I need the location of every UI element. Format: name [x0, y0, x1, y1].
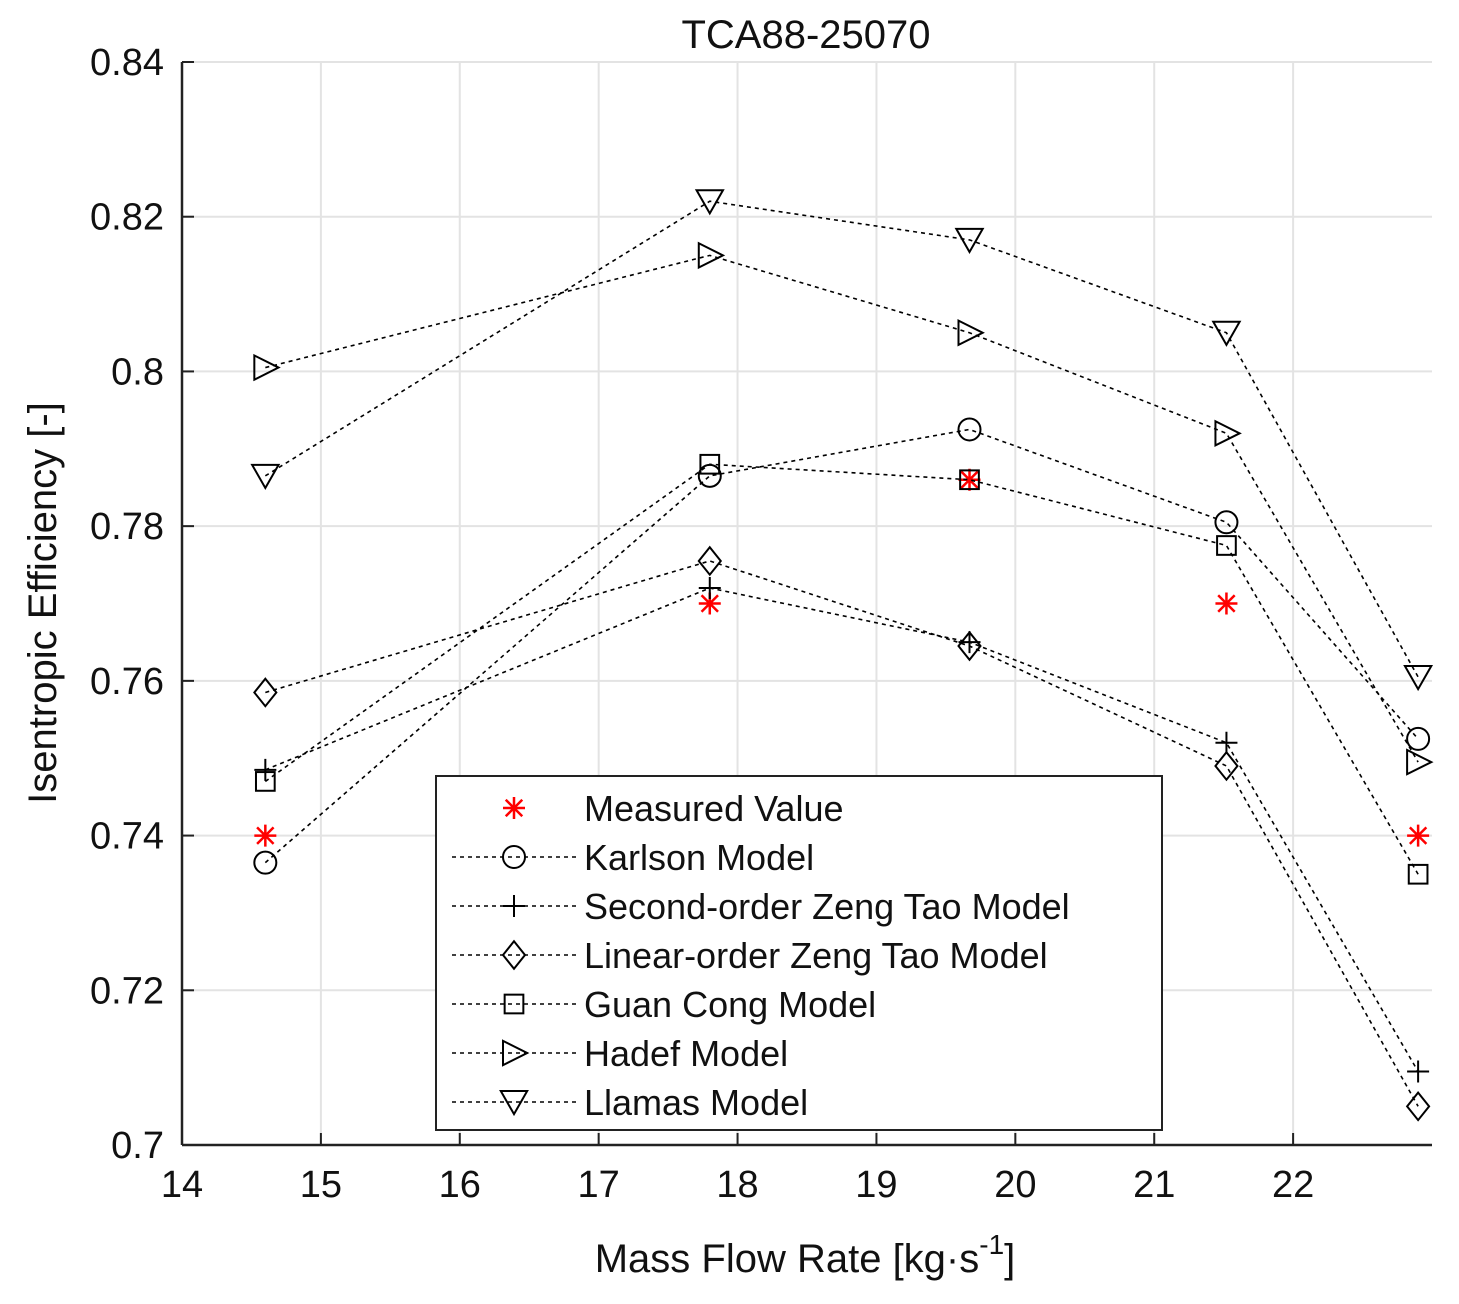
legend: Measured Value Karlson Model Second-order …: [435, 775, 1163, 1131]
data-point: [699, 453, 721, 475]
data-point: [1406, 748, 1434, 776]
legend-box: [435, 775, 1163, 1131]
series-line: [264, 428, 1419, 864]
x-tick-label: 19: [855, 1164, 897, 1206]
data-point: [1211, 320, 1242, 347]
y-tick-label: 0.8: [111, 351, 164, 393]
legend-marker: [499, 1090, 529, 1117]
data-point: [1214, 419, 1242, 448]
legend-label: Guan Cong Model: [584, 984, 876, 1025]
x-tick-label: 17: [578, 1164, 620, 1206]
y-tick-label: 0.82: [90, 197, 164, 239]
data-point: [958, 468, 981, 491]
data-point: [253, 677, 278, 708]
legend-item: Hadef Model: [452, 1033, 788, 1074]
legend-item: Llamas Model: [452, 1082, 808, 1123]
legend-label: Linear-order Zeng Tao Model: [584, 935, 1048, 976]
data-point: [250, 463, 281, 490]
y-tick-label: 0.72: [90, 970, 164, 1012]
data-point: [957, 630, 982, 662]
series-guan-cong-model: [254, 453, 1429, 885]
legend-item: Karlson Model: [452, 837, 814, 878]
data-point: [253, 850, 278, 875]
x-axis-label-suffix: ]: [1004, 1237, 1015, 1281]
series-layer: [250, 189, 1434, 1122]
x-axis-label: Mass Flow Rate [kg·s-1]: [595, 1229, 1016, 1281]
series-line: [265, 560, 1419, 1107]
x-axis-label-main: Mass Flow Rate [kg·s: [595, 1237, 980, 1281]
data-point: [1214, 510, 1239, 535]
legend-marker: [502, 1039, 530, 1067]
series-hadef-model: [253, 241, 1434, 776]
series-llamas-model: [250, 189, 1434, 692]
legend-label: Hadef Model: [584, 1033, 788, 1074]
legend-marker: [502, 845, 526, 869]
data-point: [254, 758, 277, 781]
data-point: [1215, 592, 1238, 615]
x-tick-label: 20: [994, 1164, 1036, 1206]
data-point: [697, 241, 726, 270]
data-point: [957, 417, 982, 442]
chart-title: TCA88-25070: [681, 13, 930, 57]
data-point: [954, 227, 985, 255]
data-point: [254, 824, 277, 847]
x-tick-label: 22: [1272, 1164, 1314, 1206]
y-tick-label: 0.74: [90, 816, 164, 858]
legend-label: Measured Value: [584, 788, 844, 829]
data-point: [1406, 726, 1431, 751]
y-tick-label: 0.78: [90, 506, 164, 548]
legend-label: Llamas Model: [584, 1082, 808, 1123]
x-axis-label-superscript: -1: [979, 1229, 1004, 1260]
x-tick-label: 14: [161, 1164, 203, 1206]
legend-item: Guan Cong Model: [452, 984, 876, 1025]
y-axis-label: Isentropic Efficiency [-]: [21, 402, 65, 804]
axis-layer: 14 15 16 17 18 19 20 21 22 0.7 0.72 0.74 0.76 0.78 0.8…: [90, 42, 1432, 1206]
data-point: [697, 545, 723, 577]
series-linear-order-zeng-tao-model: [253, 545, 1431, 1122]
data-point: [1214, 750, 1239, 782]
data-point: [1407, 824, 1430, 847]
series-line: [265, 254, 1419, 763]
data-point: [1215, 731, 1238, 754]
legend-item: Measured Value: [503, 788, 844, 829]
data-point: [957, 319, 985, 347]
legend-marker: [503, 895, 525, 917]
data-point: [1405, 1090, 1431, 1122]
x-tick-label: 15: [300, 1164, 342, 1206]
x-tick-label: 16: [439, 1164, 481, 1206]
x-tick-label: 21: [1133, 1164, 1175, 1206]
y-tick-label: 0.76: [90, 661, 164, 703]
data-point: [959, 469, 980, 491]
data-point: [1407, 1060, 1430, 1083]
data-point: [1216, 535, 1237, 556]
data-point: [694, 189, 725, 216]
legend-label: Second-order Zeng Tao Model: [584, 886, 1070, 927]
data-point: [1407, 863, 1429, 885]
series-line: [264, 200, 1419, 678]
data-point: [253, 353, 281, 382]
legend-marker: [501, 939, 527, 971]
data-point: [1403, 664, 1434, 692]
data-point: [698, 592, 721, 615]
legend-item: Second-order Zeng Tao Model: [452, 886, 1070, 927]
legend-label: Karlson Model: [584, 837, 814, 878]
x-tick-label: 18: [716, 1164, 758, 1206]
y-tick-label: 0.84: [90, 42, 164, 84]
y-tick-label: 0.7: [111, 1125, 164, 1167]
legend-marker: [503, 993, 525, 1015]
series-measured-value: [254, 468, 1430, 847]
legend-item: Linear-order Zeng Tao Model: [452, 935, 1048, 976]
data-point: [254, 771, 276, 792]
legend-marker: [503, 797, 525, 819]
data-point: [698, 577, 721, 600]
